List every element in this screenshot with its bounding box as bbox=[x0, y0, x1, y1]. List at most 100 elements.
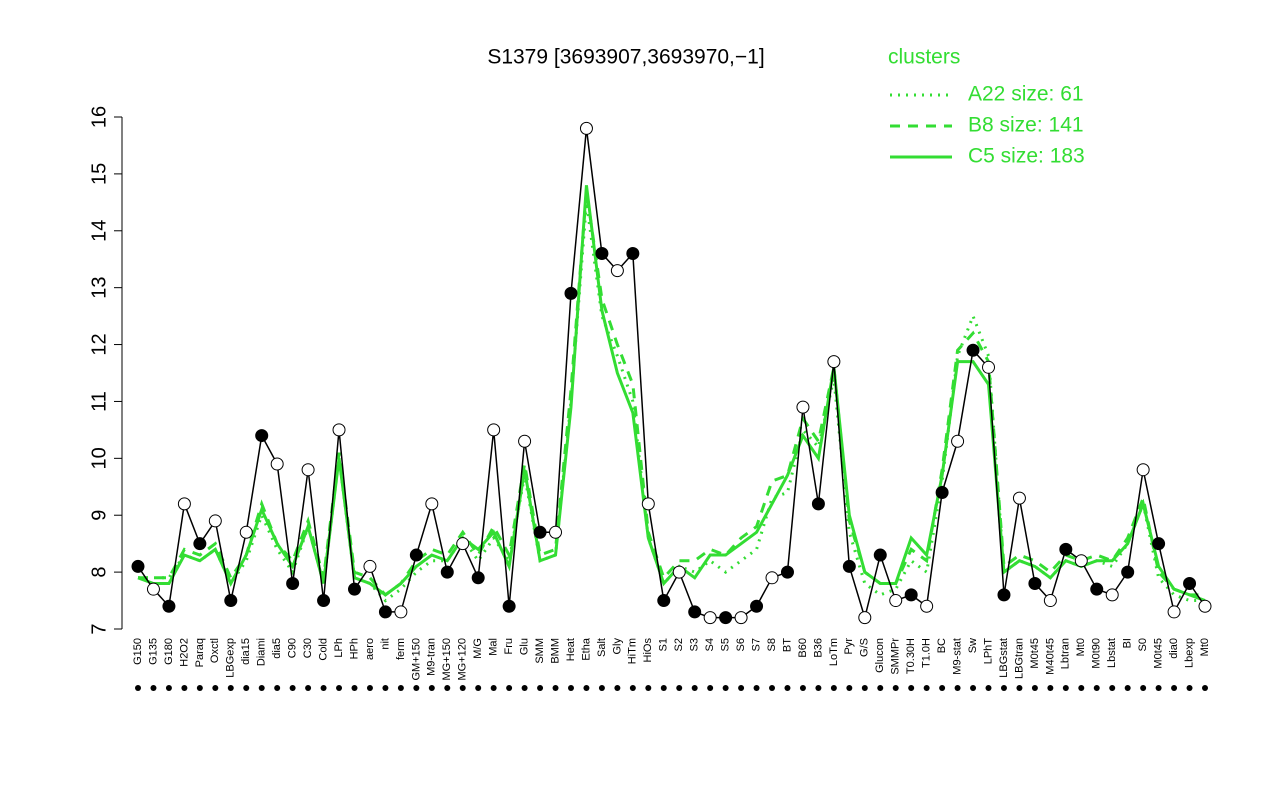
data-point bbox=[533, 525, 547, 539]
legend-label: C5 size: 183 bbox=[968, 145, 1085, 168]
x-tick-label: SMMPr bbox=[890, 638, 902, 675]
x-tick-label: GM+150 bbox=[410, 638, 422, 681]
x-tick-dot bbox=[753, 685, 760, 691]
x-tick-dot bbox=[1016, 685, 1023, 691]
x-tick-label: dia15 bbox=[240, 638, 252, 665]
x-tick-label: S4 bbox=[704, 638, 716, 651]
x-tick-dot bbox=[1140, 685, 1147, 691]
data-point bbox=[177, 497, 191, 511]
data-point bbox=[347, 582, 361, 596]
x-tick-label: Mt0 bbox=[1199, 638, 1211, 656]
expression-line bbox=[137, 128, 1206, 621]
x-tick-label: Cold bbox=[317, 638, 329, 661]
x-tick-dot bbox=[351, 685, 358, 691]
x-tick-label: M/G bbox=[472, 638, 484, 659]
x-tick-dot bbox=[923, 685, 930, 691]
x-tick-label: S7 bbox=[750, 638, 762, 651]
x-tick-dot bbox=[877, 685, 884, 691]
x-tick-label: MG+150 bbox=[441, 638, 453, 681]
x-tick-label: LBGexp bbox=[225, 638, 237, 678]
x-tick-dot bbox=[892, 685, 899, 691]
x-tick-label: BI bbox=[1122, 638, 1134, 648]
x-tick-label: T0.30H bbox=[905, 638, 917, 674]
data-point bbox=[193, 537, 207, 551]
x-tick-dot bbox=[676, 685, 683, 691]
x-tick-dot bbox=[954, 685, 961, 691]
data-point bbox=[456, 537, 470, 551]
x-tick-label: HiTm bbox=[627, 638, 639, 664]
x-tick-label: aero bbox=[364, 638, 376, 660]
x-tick-dot bbox=[598, 685, 605, 691]
x-tick-label: M9-tran bbox=[426, 638, 438, 676]
x-tick-dot bbox=[691, 685, 698, 691]
cluster-line bbox=[138, 190, 1205, 597]
cluster-line bbox=[137, 185, 1206, 602]
data-point bbox=[208, 514, 222, 528]
x-tick-dot bbox=[305, 685, 312, 691]
x-tick-label: S8 bbox=[766, 638, 778, 651]
data-point bbox=[904, 588, 918, 602]
x-tick-dot bbox=[567, 685, 574, 691]
x-tick-dot bbox=[181, 685, 188, 691]
x-tick-dot bbox=[258, 685, 265, 691]
x-tick-dot bbox=[444, 685, 451, 691]
x-tick-dot bbox=[1202, 685, 1208, 691]
x-tick-dot bbox=[614, 685, 621, 691]
data-point bbox=[1105, 588, 1119, 602]
x-tick-label: Diami bbox=[256, 638, 268, 666]
x-tick-dot bbox=[908, 685, 915, 691]
x-tick-label: MG+120 bbox=[457, 638, 469, 681]
x-tick-label: T1.0H bbox=[921, 638, 933, 668]
x-tick-dot bbox=[135, 685, 141, 691]
data-point bbox=[502, 599, 516, 613]
data-point bbox=[317, 594, 331, 608]
x-tick-dot bbox=[815, 685, 822, 691]
x-tick-label: Sw bbox=[967, 638, 979, 653]
x-tick-dot bbox=[1000, 685, 1007, 691]
x-tick-dot bbox=[1031, 685, 1038, 691]
x-tick-dot bbox=[196, 685, 203, 691]
data-point bbox=[1090, 582, 1104, 596]
data-point bbox=[394, 605, 408, 619]
x-tick-dot bbox=[1155, 685, 1162, 691]
x-tick-dot bbox=[227, 685, 234, 691]
x-tick-dot bbox=[738, 685, 745, 691]
data-point bbox=[811, 497, 825, 511]
x-tick-dot bbox=[861, 685, 868, 691]
x-tick-dot bbox=[212, 685, 219, 691]
data-point bbox=[239, 525, 253, 539]
x-tick-label: M40t45 bbox=[1044, 638, 1056, 675]
data-point bbox=[858, 611, 872, 625]
x-tick-dot bbox=[846, 685, 853, 691]
x-tick-dot bbox=[521, 685, 528, 691]
x-tick-dot bbox=[243, 685, 250, 691]
x-tick-label: Etha bbox=[580, 637, 592, 661]
data-point bbox=[332, 423, 346, 437]
data-point bbox=[1121, 565, 1135, 579]
y-tick-label: 12 bbox=[88, 333, 110, 355]
x-tick-dot bbox=[1171, 685, 1178, 691]
x-tick-dot bbox=[336, 685, 343, 691]
x-tick-label: H2O2 bbox=[178, 638, 190, 667]
x-tick-dot bbox=[1078, 685, 1085, 691]
x-tick-dot bbox=[413, 685, 420, 691]
x-tick-label: S0 bbox=[1137, 638, 1149, 651]
x-tick-dot bbox=[1047, 685, 1054, 691]
data-point bbox=[842, 559, 856, 573]
x-tick-label: C90 bbox=[287, 638, 299, 658]
x-tick-dot bbox=[459, 685, 466, 691]
y-tick-label: 9 bbox=[88, 510, 110, 521]
data-point bbox=[1152, 537, 1166, 551]
data-point bbox=[363, 559, 377, 573]
x-tick-label: Glu bbox=[519, 638, 531, 655]
x-tick-dot bbox=[629, 685, 636, 691]
x-tick-label: B36 bbox=[812, 638, 824, 658]
y-tick-label: 14 bbox=[88, 220, 110, 242]
data-point bbox=[440, 565, 454, 579]
data-point bbox=[518, 434, 532, 448]
x-tick-label: M9-stat bbox=[951, 638, 963, 675]
x-tick-dot bbox=[939, 685, 946, 691]
x-tick-label: G150 bbox=[132, 638, 144, 665]
x-tick-dot bbox=[165, 685, 172, 691]
